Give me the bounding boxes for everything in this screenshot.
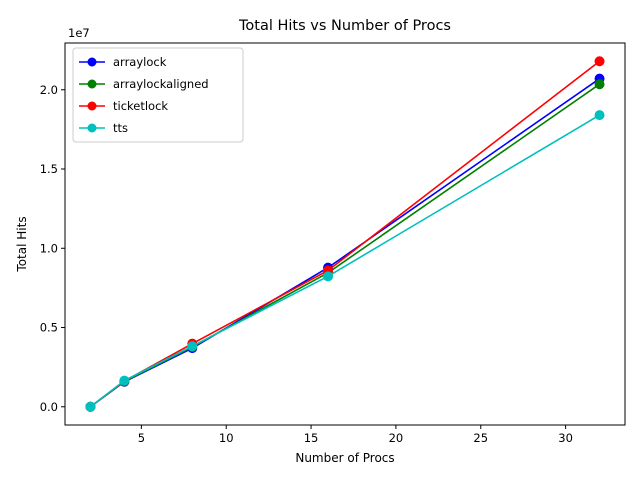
legend-label: ticketlock <box>113 99 168 113</box>
x-axis-ticks: 5 10 15 20 25 30 <box>138 425 573 445</box>
legend-item: tts <box>79 121 128 135</box>
data-point <box>85 401 96 412</box>
legend: arraylock arraylockaligned ticketlock tts <box>72 47 244 143</box>
legend-marker <box>87 101 97 111</box>
legend-item: arraylockaligned <box>79 77 209 91</box>
data-point <box>187 341 198 352</box>
x-tick-label: 10 <box>219 431 234 445</box>
legend-item: arraylock <box>79 55 167 69</box>
data-point <box>594 56 605 67</box>
legend-marker <box>87 123 97 133</box>
data-point <box>323 271 334 282</box>
y-offset-label: 1e7 <box>68 26 90 40</box>
y-tick-label: 1.5 <box>40 162 58 176</box>
y-tick-label: 0.5 <box>40 321 58 335</box>
data-point <box>594 110 605 121</box>
legend-marker <box>87 79 97 89</box>
y-tick-label: 0.0 <box>40 400 58 414</box>
y-tick-label: 2.0 <box>40 83 58 97</box>
legend-label: arraylock <box>113 55 167 69</box>
series-tts <box>85 110 605 412</box>
legend-item: ticketlock <box>79 99 168 113</box>
y-tick-label: 1.0 <box>40 241 58 255</box>
data-point <box>119 375 130 386</box>
x-tick-label: 15 <box>304 431 319 445</box>
legend-marker <box>87 57 97 67</box>
x-tick-label: 5 <box>138 431 145 445</box>
legend-label: arraylockaligned <box>113 77 209 91</box>
x-tick-label: 25 <box>473 431 488 445</box>
series-layer <box>85 56 605 412</box>
x-tick-label: 30 <box>558 431 573 445</box>
y-axis-label: Total Hits <box>15 216 29 272</box>
x-axis-label: Number of Procs <box>295 451 394 465</box>
data-point <box>594 79 605 90</box>
legend-box <box>72 47 244 143</box>
chart-title: Total Hits vs Number of Procs <box>238 18 451 34</box>
legend-label: tts <box>113 121 128 135</box>
x-tick-label: 20 <box>389 431 404 445</box>
y-axis-ticks: 0.0 0.5 1.0 1.5 2.0 <box>40 83 65 414</box>
